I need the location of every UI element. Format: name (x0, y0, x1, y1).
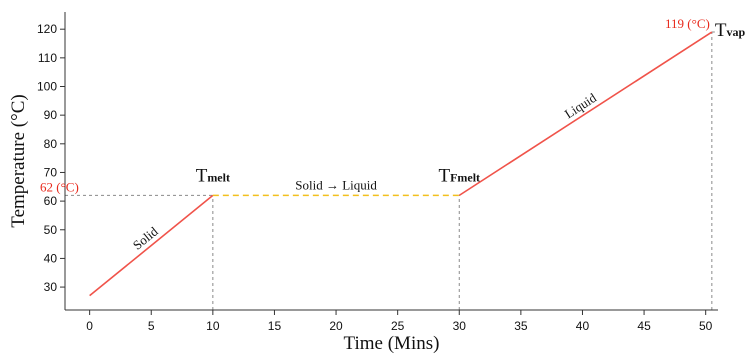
series-line (89, 194, 214, 297)
x-tick-label: 40 (576, 319, 590, 333)
x-axis-title: Time (Mins) (344, 333, 440, 354)
melting-phase-label: Solid → Liquid (295, 177, 377, 192)
y-tick-label: 100 (37, 80, 57, 94)
reference-lines (65, 31, 718, 310)
data-series (89, 31, 713, 297)
y-tick-label: 70 (44, 165, 58, 179)
annotations: 62 (°C) 119 (°C) Tmelt TFmelt Tvap Solid… (40, 16, 745, 253)
solid-phase-label: Solid (130, 223, 161, 252)
y-tick-label: 50 (44, 223, 58, 237)
x-tick-label: 0 (86, 319, 93, 333)
y-axis-ticks: 30 40 50 60 70 80 90 100 110 120 (37, 22, 65, 294)
t-vap-sub: vap (726, 25, 745, 39)
t-melt-sub: melt (207, 170, 230, 184)
end-temperature-label: 119 (°C) (665, 16, 710, 31)
x-tick-label: 30 (453, 319, 467, 333)
t-fmelt-sub: Fmelt (450, 170, 480, 184)
t-fmelt-marker: TFmelt (438, 165, 480, 186)
y-tick-label: 80 (44, 137, 58, 151)
series-line (458, 31, 713, 197)
x-tick-label: 10 (206, 319, 220, 333)
y-axis-title: Temperature (°C) (8, 94, 29, 227)
t-vap-marker: Tvap (715, 20, 746, 41)
t-vap-main: T (715, 20, 727, 41)
t-melt-marker: Tmelt (196, 165, 230, 186)
x-tick-label: 50 (699, 319, 713, 333)
x-axis-ticks: 0 5 10 15 20 25 30 35 40 45 50 (86, 310, 713, 333)
t-fmelt-main: T (438, 165, 450, 186)
y-tick-label: 120 (37, 22, 57, 36)
x-tick-label: 15 (268, 319, 282, 333)
y-tick-label: 40 (44, 251, 58, 265)
x-tick-label: 35 (514, 319, 528, 333)
t-melt-main: T (196, 165, 208, 186)
y-tick-label: 30 (44, 280, 58, 294)
x-tick-label: 20 (329, 319, 343, 333)
axes (64, 12, 718, 311)
y-tick-label: 60 (44, 194, 58, 208)
x-tick-label: 45 (637, 319, 651, 333)
x-tick-label: 25 (391, 319, 405, 333)
x-tick-label: 5 (148, 319, 155, 333)
start-temperature-label: 62 (°C) (40, 179, 79, 194)
y-tick-label: 90 (44, 108, 58, 122)
y-tick-label: 110 (38, 51, 57, 65)
